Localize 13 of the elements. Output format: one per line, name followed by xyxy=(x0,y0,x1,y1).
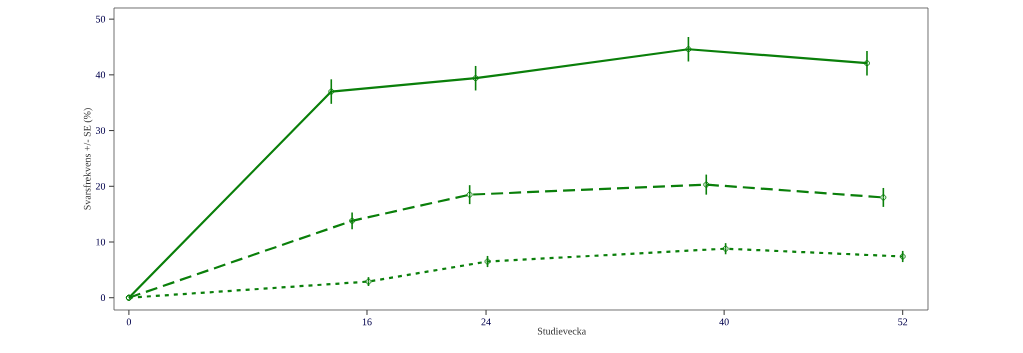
x-tick-label: 0 xyxy=(126,318,132,326)
y-tick-label: 30 xyxy=(95,127,106,134)
y-tick-label: 10 xyxy=(96,238,106,246)
y-axis-title: Svarsfrekvens +/- SE (%) xyxy=(83,108,93,210)
x-tick-label: 40 xyxy=(719,318,729,326)
x-tick-label: 52 xyxy=(898,318,908,326)
x-tick-label: 24 xyxy=(481,318,491,326)
x-tick-label: 16 xyxy=(362,318,372,326)
y-tick-label: 20 xyxy=(95,182,106,190)
y-tick-label: 0 xyxy=(100,294,106,302)
y-tick-label: 40 xyxy=(95,71,106,79)
y-tick-label: 50 xyxy=(96,15,106,23)
x-axis-title: Studievecka xyxy=(537,327,586,335)
